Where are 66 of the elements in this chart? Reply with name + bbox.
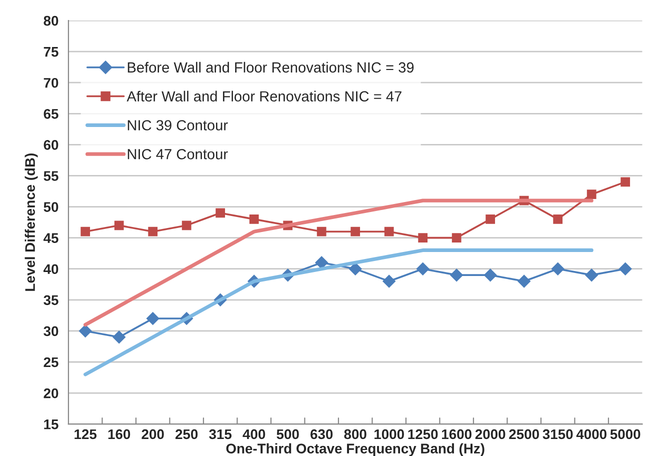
point (315, 256, 328, 270)
x-tick-label: 400 (242, 429, 266, 440)
point (249, 214, 259, 224)
point (484, 268, 497, 282)
point (350, 226, 360, 236)
point (586, 190, 596, 200)
y-tick-label: 50 (44, 202, 58, 212)
x-tick-label: 630 (310, 429, 333, 440)
x-tick-label: 200 (142, 429, 164, 440)
legend-label: Before Wall and Floor Renovations NIC = 39 (128, 62, 414, 73)
x-tick-label: 315 (209, 429, 232, 440)
x-tick-label: 160 (108, 429, 130, 440)
x-tick-label: 250 (175, 429, 198, 440)
x-tick-label: 2000 (475, 429, 506, 440)
point (418, 233, 428, 243)
x-tick-label: 1250 (408, 429, 438, 440)
point (553, 214, 563, 224)
point (348, 262, 362, 276)
point (450, 268, 464, 282)
point (146, 312, 160, 325)
point (452, 233, 462, 243)
point (416, 262, 430, 276)
x-tick-label: 1000 (374, 429, 404, 440)
point (585, 268, 598, 282)
y-tick-label: 20 (44, 388, 58, 398)
point (384, 226, 394, 236)
point (486, 214, 496, 224)
x-tick-label: 1600 (442, 429, 472, 440)
line-series (84, 248, 594, 376)
x-tick-label: 4000 (576, 429, 606, 440)
point (80, 226, 90, 236)
x-tick-label: 3150 (542, 429, 573, 440)
point (148, 226, 158, 236)
y-axis-title: Level Difference (dB) (24, 154, 38, 291)
point (382, 274, 396, 288)
y-tick-label: 80 (44, 16, 58, 26)
y-tick-label: 35 (44, 295, 58, 306)
y-tick-label: 15 (44, 420, 58, 430)
point (620, 177, 630, 187)
point (112, 330, 126, 344)
legend-label: NIC 47 Contour (128, 149, 228, 160)
x-tick-label: 125 (74, 429, 97, 440)
x-axis-title: One-Third Octave Frequency Band (Hz) (226, 443, 484, 456)
y-tick-label: 25 (44, 357, 58, 368)
x-tick-label: 800 (344, 429, 366, 440)
point (182, 220, 192, 230)
y-tick-label: 70 (44, 78, 58, 88)
point (618, 262, 632, 276)
x-tick-label: 5000 (610, 429, 640, 440)
point (551, 262, 564, 276)
y-tick-label: 65 (44, 108, 58, 119)
y-tick-label: 45 (44, 233, 58, 243)
legend-label: NIC 39 Contour (128, 120, 228, 130)
point (216, 208, 226, 218)
point (518, 274, 531, 288)
legend-label: After Wall and Floor Renovations NIC = 47 (126, 90, 402, 102)
point (78, 324, 92, 338)
y-tick-label: 30 (44, 326, 58, 336)
y-tick-label: 40 (44, 264, 58, 274)
y-tick-label: 60 (44, 140, 58, 150)
x-tick-label: 2500 (509, 429, 539, 440)
y-tick-label: 75 (44, 47, 58, 57)
point (114, 220, 124, 230)
x-tick-label: 500 (276, 429, 299, 440)
y-tick-label: 55 (44, 171, 58, 181)
point (316, 226, 326, 236)
